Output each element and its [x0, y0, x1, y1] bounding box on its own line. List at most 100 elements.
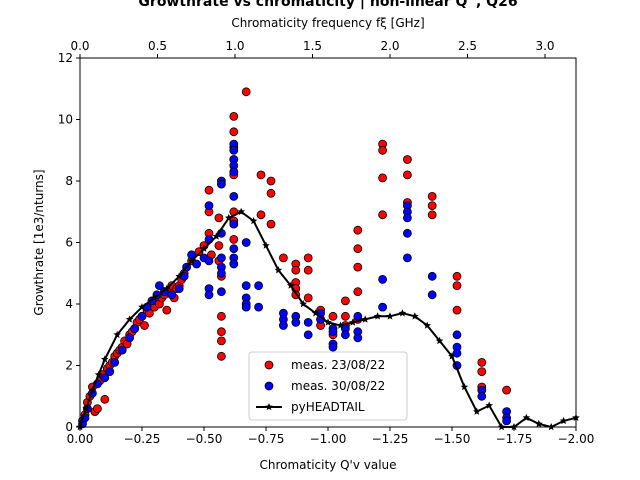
simulation-marker	[237, 207, 245, 215]
scatter-point-1	[353, 262, 363, 272]
simulation-marker	[485, 401, 493, 409]
simulation-marker	[361, 315, 369, 323]
simulation-marker	[101, 355, 109, 363]
top-x-tick-label: 0.0	[70, 39, 89, 53]
scatter-point-1	[353, 244, 363, 254]
x-axis-label: Chromaticity Q'v value	[259, 458, 396, 472]
legend-label-3: pyHEADTAIL	[291, 400, 365, 414]
simulation-marker	[411, 312, 419, 320]
x-tick-label: −1.00	[310, 432, 347, 446]
scatter-point-1	[502, 385, 512, 395]
simulation-marker	[435, 336, 444, 345]
scatter-point-1	[266, 188, 276, 198]
simulation-marker	[473, 407, 481, 415]
top-x-tick-label: 2.0	[380, 39, 399, 53]
scatter-point-2	[278, 321, 288, 330]
scatter-point-2	[303, 317, 313, 327]
simulation-marker	[559, 416, 568, 425]
simulation-marker	[212, 232, 221, 240]
scatter-point-1	[229, 127, 239, 137]
scatter-point-1	[378, 173, 388, 183]
simulation-marker	[88, 386, 97, 394]
simulation-marker	[94, 370, 103, 378]
x-tick-label: −1.25	[372, 432, 409, 446]
scatter-point-1	[266, 219, 276, 229]
y-tick-label: 10	[58, 113, 73, 127]
simulation-marker	[535, 419, 543, 428]
y-tick-label: 12	[58, 51, 73, 65]
scatter-point-2	[254, 302, 264, 312]
simulation-marker	[398, 309, 407, 317]
scatter-point-2	[241, 281, 251, 291]
scatter-point-2	[105, 367, 115, 377]
scatter-point-1	[256, 170, 266, 180]
simulation-marker	[299, 300, 307, 308]
scatter-point-2	[502, 416, 512, 426]
scatter-point-1	[216, 351, 226, 361]
scatter-point-2	[204, 256, 214, 266]
scatter-point-2	[340, 330, 350, 340]
scatter-point-1	[477, 367, 487, 377]
scatter-point-2	[328, 342, 338, 352]
x-tick-label: −0.75	[248, 432, 285, 446]
y-tick-label: 0	[65, 420, 73, 434]
scatter-point-1	[266, 176, 276, 186]
scatter-point-1	[353, 225, 363, 235]
scatter-point-1	[278, 253, 288, 263]
scatter-point-2	[117, 345, 127, 355]
scatter-point-1	[340, 311, 350, 321]
legend-marker-1	[264, 360, 274, 370]
legend-label-2: meas. 30/08/22	[291, 379, 385, 393]
scatter-point-1	[214, 213, 224, 223]
scatter-point-1	[229, 234, 239, 244]
simulation-marker	[125, 315, 134, 323]
scatter-point-1	[216, 327, 226, 337]
simulation-marker	[349, 318, 357, 326]
top-x-axis-label: Chromaticity frequency fξ [GHz]	[231, 16, 424, 30]
chart-title: Growthrate vs chromaticity | non-linear …	[138, 0, 517, 10]
scatter-point-2	[216, 268, 226, 278]
scatter-point-1	[93, 404, 102, 414]
scatter-point-1	[214, 241, 224, 251]
y-tick-label: 2	[65, 359, 73, 373]
simulation-marker	[175, 272, 183, 280]
x-tick-label: −0.50	[186, 432, 223, 446]
simulation-marker	[200, 244, 208, 252]
scatter-point-2	[130, 324, 140, 334]
legend: meas. 23/08/22 meas. 30/08/22 pyHEADTAIL	[248, 351, 408, 421]
scatter-point-2	[427, 290, 437, 300]
simulation-marker	[225, 213, 233, 222]
scatter-point-2	[353, 333, 363, 343]
simulation-marker	[262, 241, 270, 249]
simulation-marker	[373, 312, 382, 320]
scatter-point-2	[204, 290, 214, 300]
x-tick-label: 0.00	[67, 432, 94, 446]
scatter-point-1	[256, 210, 266, 220]
axes: 0.00 −0.25 −0.50 −0.75 −1.00 −1.25 −1.50 −1.75−…	[58, 39, 595, 446]
simulation-marker	[448, 352, 456, 360]
scatter-point-1	[402, 170, 412, 180]
scatter-point-2	[378, 302, 388, 312]
x-tick-label: −0.25	[124, 432, 161, 446]
top-x-tick-label: 2.5	[458, 39, 477, 53]
scatter-point-2	[328, 327, 338, 337]
scatter-point-1	[427, 210, 437, 220]
scatter-point-1	[303, 265, 313, 275]
scatter-point-2	[353, 311, 363, 321]
scatter-point-2	[216, 179, 226, 189]
scatter-point-1	[378, 210, 388, 220]
scatter-point-2	[291, 317, 301, 327]
x-tick-label: −2.00	[558, 432, 595, 446]
scatter-point-1	[100, 394, 110, 404]
scatter-point-2	[229, 244, 239, 254]
scatter-point-2	[402, 213, 412, 223]
scatter-point-1	[340, 296, 350, 306]
scatter-point-1	[162, 305, 172, 315]
scatter-point-1	[452, 271, 462, 281]
scatter-point-1	[291, 265, 301, 275]
simulation-marker	[287, 281, 295, 289]
scatter-point-1	[402, 155, 412, 164]
scatter-point-2	[254, 281, 264, 291]
scatter-point-2	[229, 259, 239, 269]
scatter-point-2	[125, 333, 135, 343]
